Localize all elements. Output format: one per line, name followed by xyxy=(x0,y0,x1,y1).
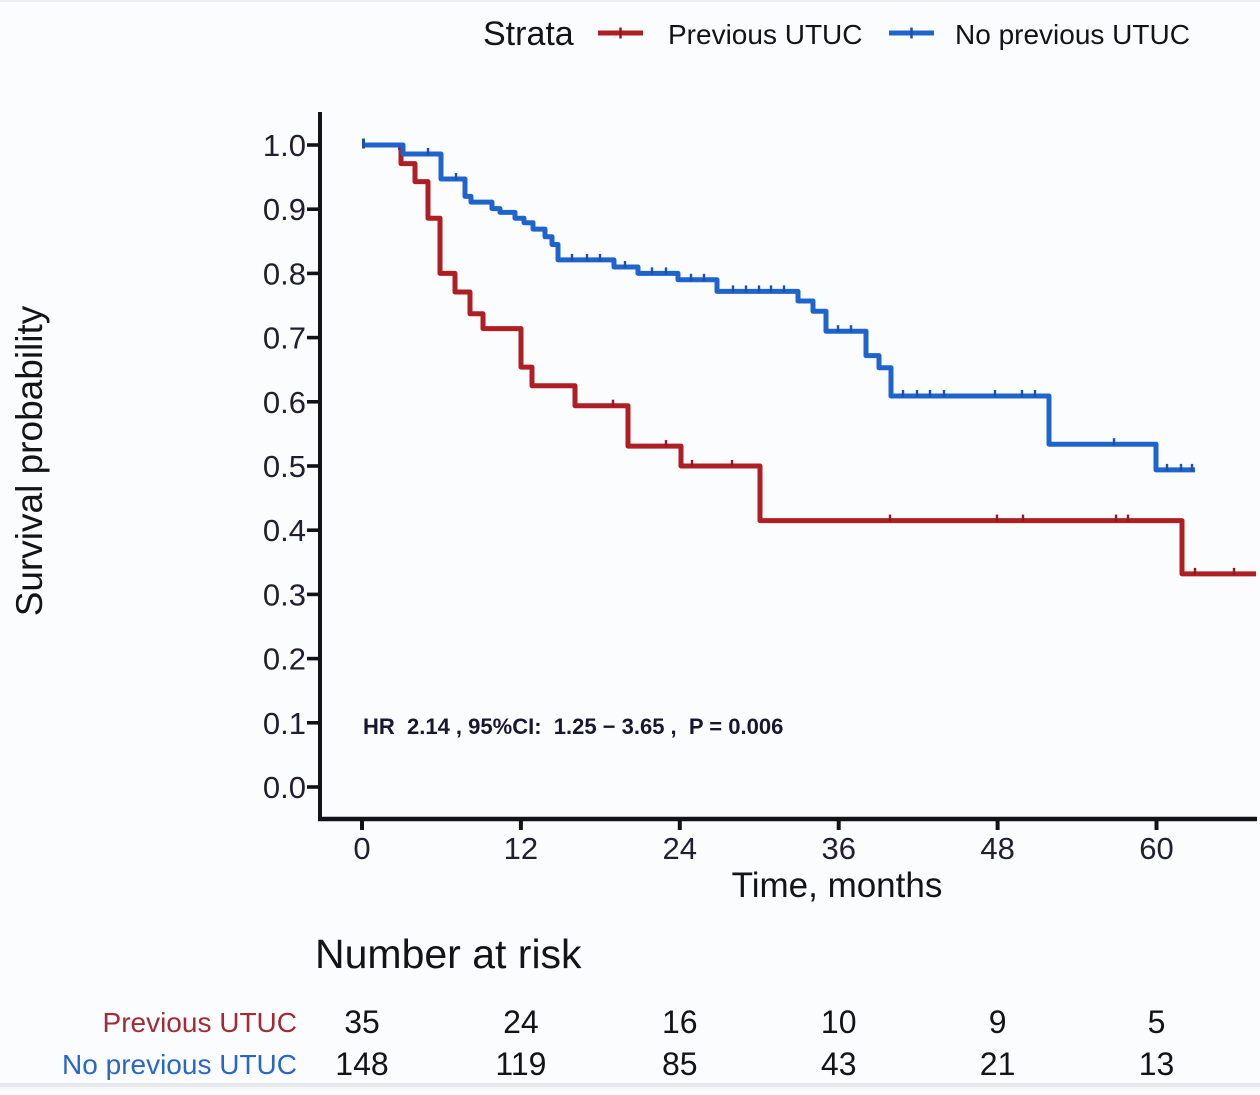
svg-text:0.9: 0.9 xyxy=(263,192,306,227)
svg-text:0.6: 0.6 xyxy=(263,385,306,420)
svg-text:Previous UTUC: Previous UTUC xyxy=(103,1007,297,1038)
svg-text:21: 21 xyxy=(980,1046,1016,1082)
svg-text:148: 148 xyxy=(335,1046,388,1082)
svg-text:35: 35 xyxy=(344,1004,380,1040)
svg-text:1.0: 1.0 xyxy=(263,128,306,163)
svg-text:Survival probability: Survival probability xyxy=(9,305,50,616)
svg-text:0.3: 0.3 xyxy=(263,577,306,612)
svg-text:12: 12 xyxy=(504,831,538,866)
svg-text:0.7: 0.7 xyxy=(263,321,306,356)
svg-text:0.1: 0.1 xyxy=(263,706,306,741)
svg-text:60: 60 xyxy=(1139,831,1173,866)
svg-text:36: 36 xyxy=(821,831,855,866)
svg-text:Time, months: Time, months xyxy=(732,866,943,905)
svg-text:119: 119 xyxy=(495,1046,546,1082)
svg-text:0.2: 0.2 xyxy=(263,642,306,677)
svg-text:HR 2.14 , 95%CI: 1.25 − 3.65: HR 2.14 , 95%CI: 1.25 − 3.65 , P = 0.006 xyxy=(363,714,783,739)
svg-text:0: 0 xyxy=(353,831,370,866)
svg-text:Number at risk: Number at risk xyxy=(315,931,582,977)
svg-text:No previous UTUC: No previous UTUC xyxy=(955,19,1190,50)
svg-text:No previous UTUC: No previous UTUC xyxy=(62,1049,297,1080)
svg-text:0.8: 0.8 xyxy=(263,256,306,291)
svg-text:Strata: Strata xyxy=(483,15,574,53)
svg-text:16: 16 xyxy=(662,1004,698,1040)
svg-text:5: 5 xyxy=(1148,1004,1166,1040)
svg-text:10: 10 xyxy=(821,1004,857,1040)
svg-text:0.5: 0.5 xyxy=(263,449,306,484)
svg-text:24: 24 xyxy=(503,1004,539,1040)
svg-text:48: 48 xyxy=(980,831,1014,866)
svg-text:85: 85 xyxy=(662,1046,698,1082)
svg-text:43: 43 xyxy=(821,1046,857,1082)
svg-text:0.0: 0.0 xyxy=(263,770,306,805)
svg-text:13: 13 xyxy=(1139,1046,1175,1082)
svg-text:24: 24 xyxy=(663,831,697,866)
svg-text:0.4: 0.4 xyxy=(263,513,306,548)
svg-text:9: 9 xyxy=(989,1004,1007,1040)
svg-text:Previous UTUC: Previous UTUC xyxy=(668,19,862,50)
